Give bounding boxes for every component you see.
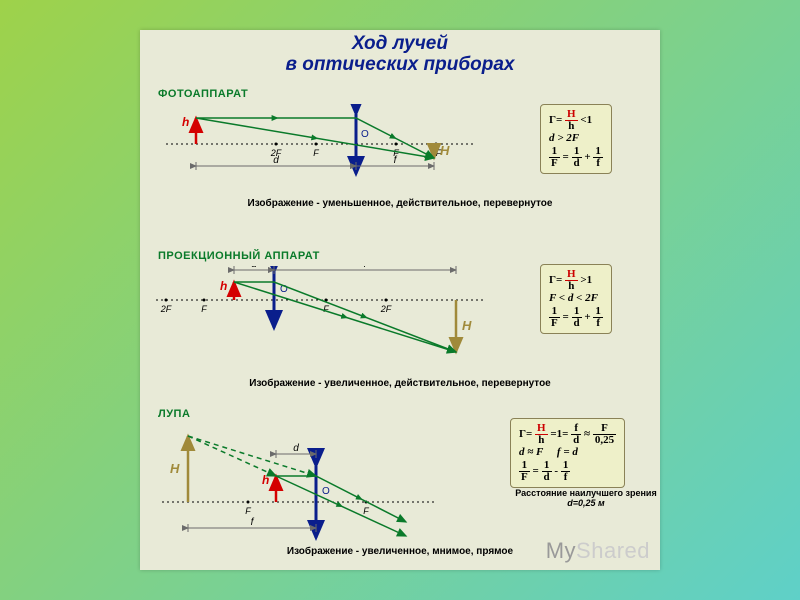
watermark: MyShared [546,538,650,564]
formula-box-projector: Г= Hh >1F < d < 2F1F = 1d + 1f [540,264,612,334]
svg-text:2F: 2F [160,304,172,314]
title-line2: в оптических приборах [140,55,660,76]
svg-text:f: f [364,266,368,270]
svg-text:d: d [293,443,299,454]
svg-text:h: h [262,473,269,487]
formula-box-loupe: Г= Hh =1= fd ≈ F0,25d ≈ F f = d1F = 1d -… [510,418,625,488]
caption-camera: Изображение - уменьшенное, действительно… [140,198,660,209]
svg-text:h: h [182,115,189,129]
formula-box-camera: Г= Hh <1d > 2F1F = 1d + 1f [540,104,612,174]
svg-text:H: H [170,461,180,476]
formula-note-loupe: Расстояние наилучшего зренияd=0,25 м [506,488,666,508]
slide: Ход лучей в оптических приборах ФОТОАППА… [140,30,660,570]
background: Ход лучей в оптических приборах ФОТОАППА… [0,0,800,600]
caption-projector: Изображение - увеличенное, действительно… [140,378,660,389]
svg-text:F: F [363,506,369,516]
svg-text:d: d [273,155,279,166]
diagram-camera: 2FFF2FOhHdf [156,104,496,196]
section-label-loupe: ЛУПА [158,408,190,420]
svg-text:d: d [251,266,257,270]
diagram-projector: 2FFF2FOhHdf [156,266,496,376]
watermark-b: Shared [576,538,650,563]
svg-text:F: F [313,148,319,158]
svg-text:H: H [462,318,472,333]
svg-text:F: F [245,506,251,516]
main-title: Ход лучей в оптических приборах [140,30,660,76]
svg-text:f: f [251,517,255,528]
section-label-camera: ФОТОАППАРАТ [158,88,248,100]
title-line1: Ход лучей [140,34,660,55]
diagram-loupe: F F Oh Hd f [156,424,496,544]
svg-text:O: O [361,129,369,140]
svg-text:F: F [201,304,207,314]
svg-text:H: H [440,143,450,158]
svg-text:h: h [220,279,227,293]
svg-text:O: O [322,486,330,497]
section-label-projector: ПРОЕКЦИОННЫЙ АППАРАТ [158,250,320,262]
svg-text:2F: 2F [380,304,392,314]
watermark-a: My [546,538,576,563]
